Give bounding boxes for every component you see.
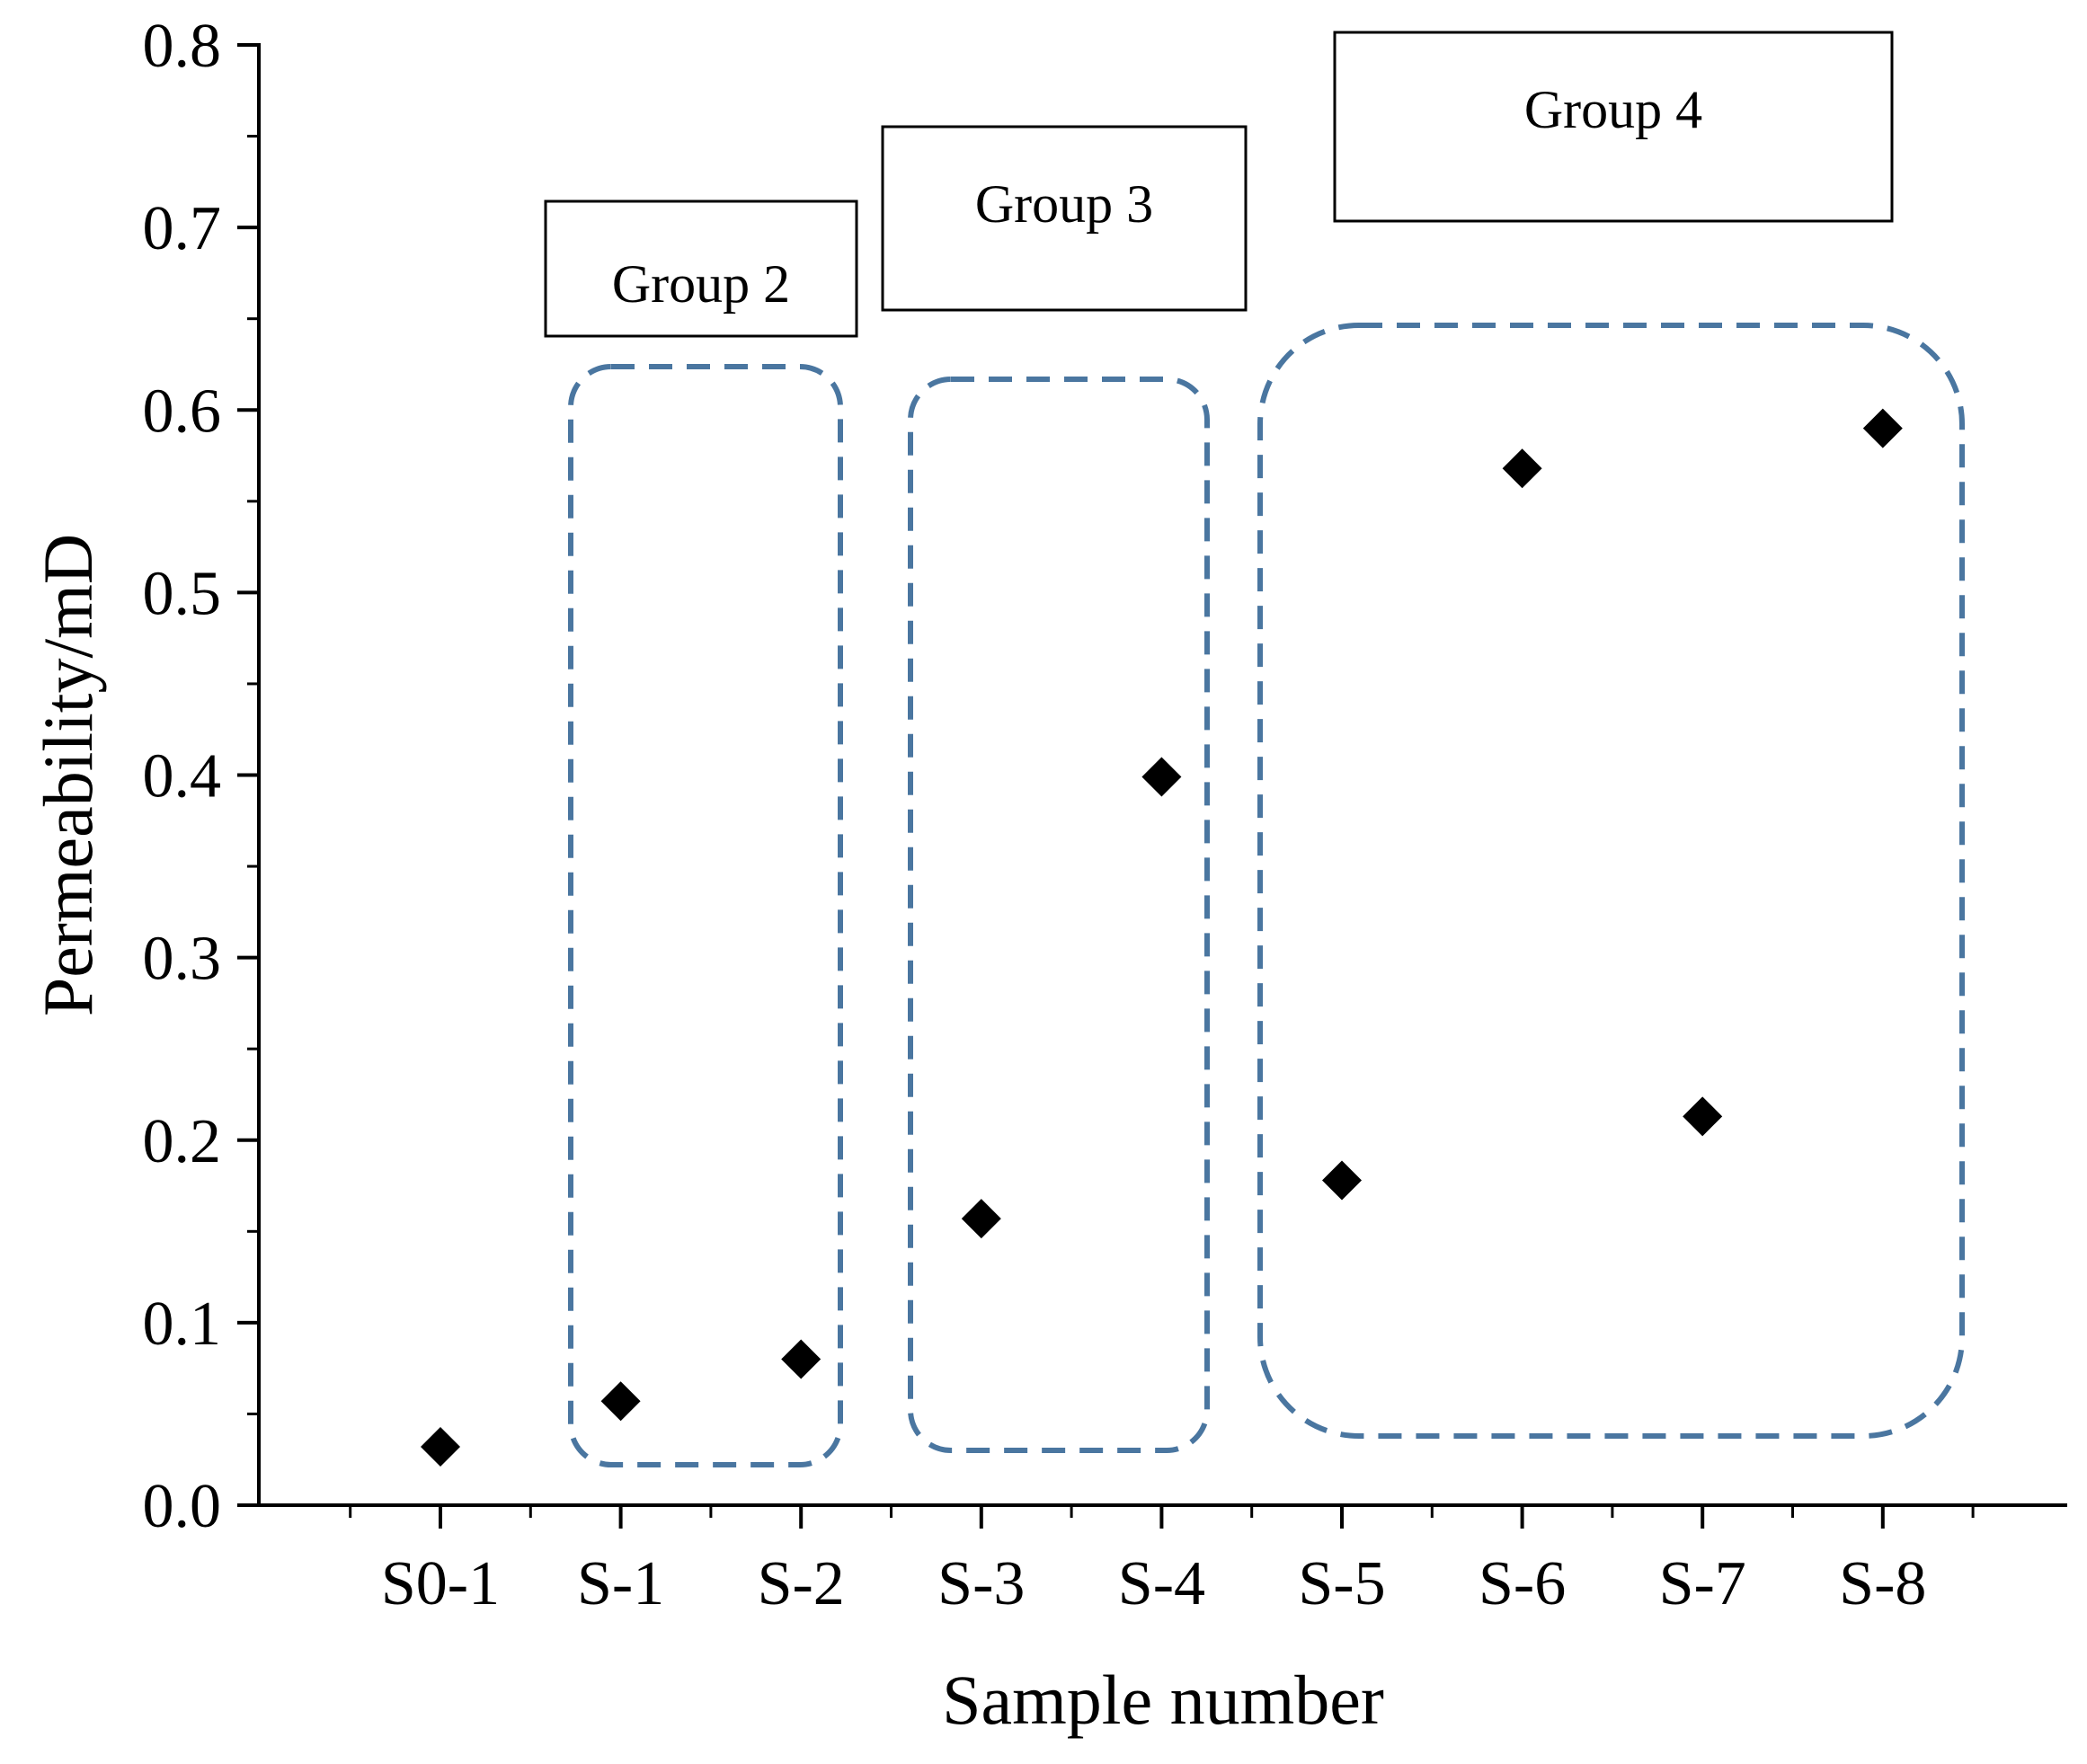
group-dashed-outline bbox=[568, 364, 843, 1467]
x-tick-label: S-1 bbox=[577, 1549, 664, 1618]
data-point bbox=[421, 1427, 460, 1467]
y-axis-ticks: 0.0 0.1 0.2 0.3 0.4 0.5 0.6 0.7 0.8 bbox=[143, 12, 259, 1541]
data-point bbox=[600, 1381, 641, 1422]
data-point bbox=[1141, 757, 1182, 797]
data-point bbox=[781, 1339, 821, 1379]
x-tick-label: S-2 bbox=[758, 1549, 845, 1618]
x-tick-label: S0-1 bbox=[381, 1549, 500, 1618]
x-axis-ticks: S0-1 S-1 S-2 S-3 S-4 S-5 S-6 S-7 S-8 bbox=[349, 1505, 1975, 1618]
x-tick-label: S-8 bbox=[1839, 1549, 1926, 1618]
group-label: Group 2 bbox=[612, 254, 790, 314]
x-tick-label: S-5 bbox=[1298, 1549, 1385, 1618]
y-tick-label: 0.5 bbox=[143, 559, 222, 628]
y-tick-label: 0.0 bbox=[143, 1472, 222, 1541]
data-point bbox=[1683, 1096, 1723, 1137]
y-tick-label: 0.8 bbox=[143, 12, 222, 81]
x-tick-label: S-4 bbox=[1118, 1549, 1205, 1618]
y-tick-label: 0.3 bbox=[143, 925, 222, 994]
group-label-box bbox=[544, 199, 858, 338]
x-tick-label: S-6 bbox=[1479, 1549, 1566, 1618]
y-tick-label: 0.6 bbox=[143, 377, 222, 446]
y-tick-label: 0.7 bbox=[143, 194, 222, 263]
x-axis-title: Sample number bbox=[942, 1661, 1384, 1739]
data-points bbox=[421, 408, 1903, 1467]
y-tick-label: 0.2 bbox=[143, 1107, 222, 1176]
x-tick-label: S-3 bbox=[937, 1549, 1025, 1618]
group-label-box bbox=[881, 125, 1248, 312]
group-label: Group 3 bbox=[975, 174, 1153, 234]
group-dashed-outline bbox=[1257, 323, 1965, 1439]
x-tick-label: S-7 bbox=[1659, 1549, 1746, 1618]
group-annotations: Group 2 Group 3 Group 4 bbox=[544, 31, 1965, 1467]
data-point bbox=[1322, 1160, 1362, 1201]
y-tick-label: 0.1 bbox=[143, 1290, 222, 1359]
group-dashed-outline bbox=[908, 377, 1210, 1453]
data-point bbox=[1862, 408, 1903, 448]
group-label-box bbox=[1333, 31, 1894, 223]
data-point bbox=[961, 1199, 1001, 1239]
group-label: Group 4 bbox=[1524, 80, 1702, 139]
y-tick-label: 0.4 bbox=[143, 742, 222, 811]
data-point bbox=[1502, 448, 1542, 489]
y-axis-title: Permeability/mD bbox=[29, 534, 107, 1016]
